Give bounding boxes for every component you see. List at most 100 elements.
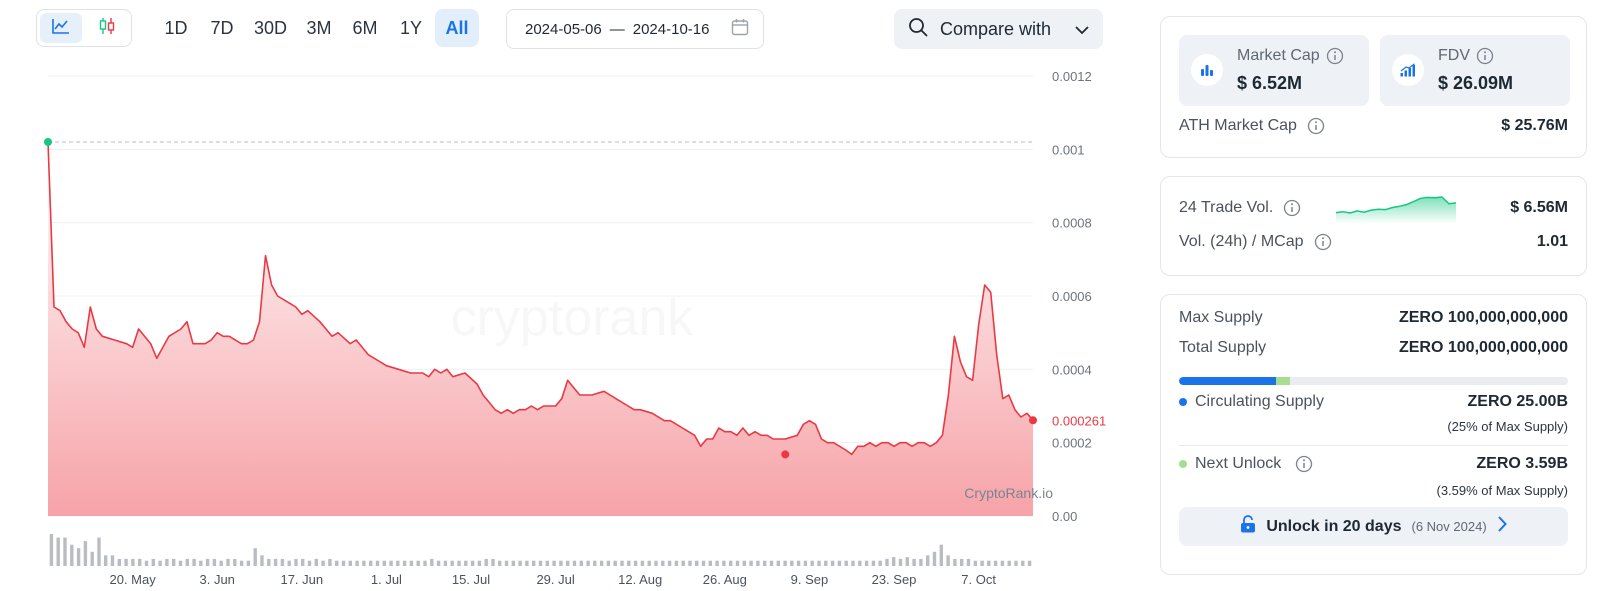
volume-bar [993, 560, 998, 566]
volume-bar [104, 555, 108, 566]
volume-bars [49, 534, 1032, 566]
volume-bar [348, 560, 352, 566]
line-chart-button[interactable] [40, 13, 82, 43]
next-unlock-percent: (3.59% of Max Supply) [1436, 483, 1568, 498]
volume-bar [464, 560, 468, 566]
lock-icon [1240, 515, 1256, 538]
volume-bar [729, 560, 733, 566]
date-range-picker[interactable]: 2024-05-06 — 2024-10-16 [506, 9, 764, 49]
volume-bar [192, 558, 196, 566]
volume-bar [416, 560, 420, 566]
volume-bar [817, 560, 821, 566]
volume-bar [790, 560, 794, 566]
volume-bar [532, 560, 536, 566]
volume-bar [654, 560, 658, 566]
trade-vol-label: 24 Trade Vol. [1179, 199, 1274, 216]
date-from: 2024-05-06 [525, 20, 602, 38]
price-line [47, 141, 1034, 456]
x-tick-label: 7. Oct [961, 572, 996, 587]
range-30d[interactable]: 30D [254, 17, 288, 38]
volume-bar [1014, 560, 1018, 566]
volume-bar [355, 560, 359, 566]
volume-bar [239, 560, 244, 566]
volume-bar [1021, 560, 1025, 566]
x-tick-label: 29. Jul [536, 572, 574, 587]
price-area-fill [48, 142, 1033, 516]
volume-bar [124, 558, 128, 566]
volume-bar [647, 560, 651, 566]
compare-label: Compare with [940, 18, 1052, 39]
volume-bar [919, 558, 923, 566]
y-tick-label: 0.0006 [1052, 289, 1092, 304]
volume-bar [409, 560, 414, 566]
volume-bar [97, 537, 101, 566]
volume-bar [199, 560, 203, 566]
volume-bar [172, 558, 176, 566]
volume-bar [341, 560, 346, 566]
volume-bar [586, 560, 590, 566]
x-axis: 20. May 3. Jun 17. Jun 1. Jul 15. Jul 29. Jul… [109, 572, 996, 587]
volume-bar [49, 534, 54, 566]
volume-bar [1027, 560, 1032, 566]
vol-mcap-label: Vol. (24h) / MCap [1179, 233, 1304, 250]
volume-bar [518, 560, 522, 566]
market-cap-tile: Market Cap $ 6.52M [1179, 35, 1369, 106]
range-3m[interactable]: 3M [306, 17, 332, 38]
volume-bar [76, 548, 81, 566]
circulating-fill [1179, 377, 1277, 385]
volume-bar [504, 560, 509, 566]
info-icon[interactable] [1476, 47, 1494, 65]
x-tick-label: 20. May [109, 572, 156, 587]
signal-bars-icon [1392, 54, 1424, 86]
volume-bar [980, 560, 984, 566]
volume-bar [620, 560, 624, 566]
line-chart-icon [52, 18, 70, 39]
volume-bar [973, 560, 977, 566]
volume-bar [708, 560, 712, 566]
volume-bar [219, 560, 223, 566]
range-7d[interactable]: 7D [210, 17, 234, 38]
range-1d[interactable]: 1D [164, 17, 188, 38]
info-icon[interactable] [1295, 455, 1313, 473]
info-icon[interactable] [1307, 117, 1325, 135]
volume-bar [205, 558, 210, 566]
volume-bar [131, 558, 135, 566]
volume-bar [593, 560, 597, 566]
volume-bar [966, 558, 971, 566]
price-chart[interactable]: cryptorank 0.000261 0.000.00020.00040.00… [0, 0, 1120, 591]
volume-bar [905, 557, 909, 566]
info-icon[interactable] [1326, 47, 1344, 65]
y-tick-label: 0.0012 [1052, 69, 1092, 84]
range-6m[interactable]: 6M [352, 17, 378, 38]
chart-type-toggle [36, 9, 132, 47]
volume-card: 24 Trade Vol. $ 6.56M Vol. (24h) / MCap … [1160, 176, 1587, 276]
volume-bar [722, 560, 726, 566]
next-unlock-label: Next Unlock [1195, 455, 1282, 472]
market-cap-card: Market Cap $ 6.52M FDV $ 26.09M ATH Mark… [1160, 16, 1587, 158]
y-tick-label: 0.00 [1052, 509, 1077, 524]
volume-bar [389, 560, 393, 566]
volume-bar [695, 560, 699, 566]
volume-bar [898, 558, 903, 566]
range-all[interactable]: All [435, 9, 480, 47]
info-icon[interactable] [1314, 233, 1332, 251]
volume-bar [674, 560, 679, 566]
volume-bar [627, 560, 631, 566]
ath-value: $ 25.76M [1501, 117, 1568, 134]
volume-bar [1007, 560, 1011, 566]
divider [1179, 445, 1568, 446]
range-1y[interactable]: 1Y [400, 17, 423, 38]
volume-bar [260, 555, 264, 566]
volume-bar [477, 560, 482, 566]
volume-bar [273, 558, 278, 566]
unlock-countdown-button[interactable]: Unlock in 20 days (6 Nov 2024) [1179, 507, 1568, 546]
ath-market-cap-row: ATH Market Cap $ 25.76M [1179, 117, 1568, 135]
volume-bar [878, 560, 882, 566]
compare-with-dropdown[interactable]: Compare with [894, 9, 1103, 49]
candlestick-button[interactable] [86, 13, 128, 43]
info-icon[interactable] [1283, 199, 1301, 217]
volume-bar [769, 560, 774, 566]
circulating-value: ZERO 25.00B [1467, 393, 1568, 410]
min-price-marker [781, 450, 790, 459]
supply-card: Max Supply ZERO 100,000,000,000 Total Su… [1160, 294, 1587, 575]
